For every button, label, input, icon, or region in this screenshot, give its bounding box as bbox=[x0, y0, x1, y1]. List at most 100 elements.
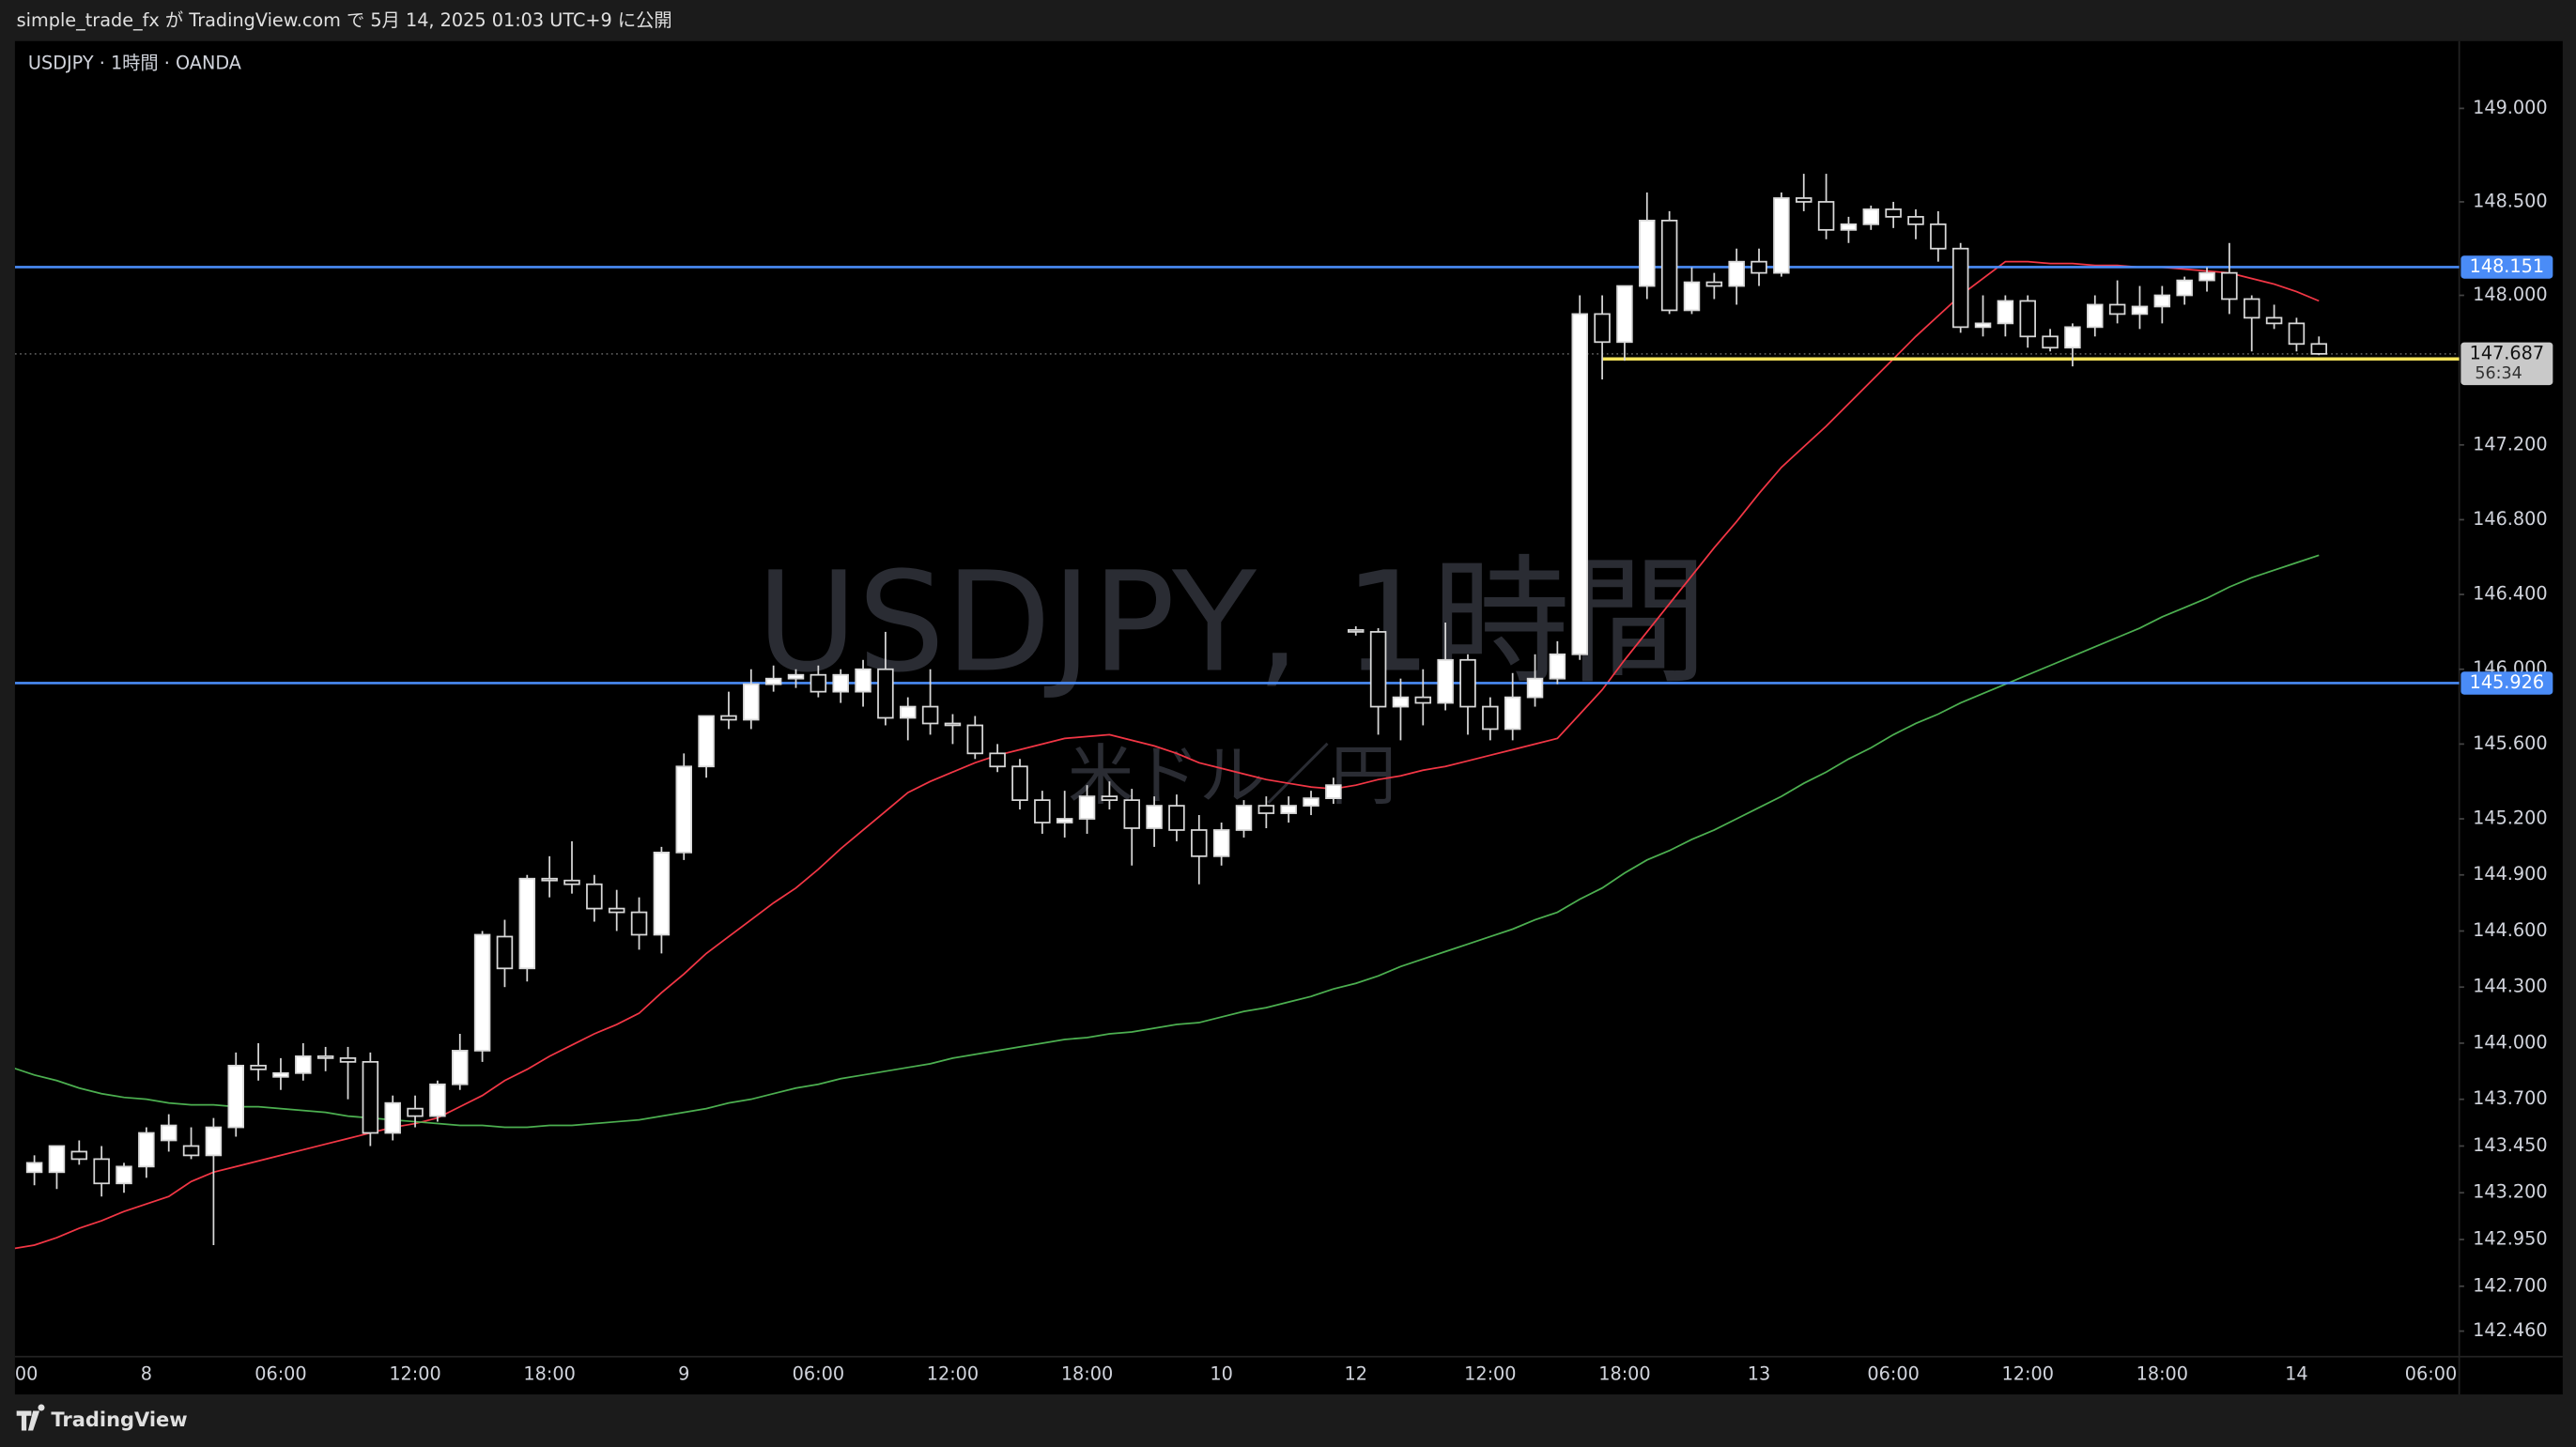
footer-logo bbox=[16, 1404, 45, 1431]
candle-body bbox=[2042, 335, 2059, 349]
candle-body bbox=[2019, 300, 2036, 338]
y-tick-label: 146.800 bbox=[2473, 508, 2548, 530]
candle-body bbox=[1482, 705, 1499, 731]
candle-body bbox=[1459, 658, 1476, 708]
x-tick-label: 8 bbox=[141, 1363, 152, 1385]
y-tick-label: 143.700 bbox=[2473, 1087, 2548, 1109]
last-price-badge bbox=[2460, 342, 2553, 386]
y-tick-label: 142.460 bbox=[2473, 1319, 2548, 1341]
x-tick-label: 06:00 bbox=[2405, 1363, 2457, 1385]
candle-body bbox=[832, 673, 849, 693]
candle-body bbox=[93, 1158, 110, 1185]
candle-body bbox=[227, 1064, 245, 1129]
plot-area bbox=[14, 174, 2460, 1250]
candle-body bbox=[1101, 795, 1118, 801]
candle-body bbox=[1639, 219, 1656, 287]
candle-body bbox=[272, 1071, 289, 1078]
candle-body bbox=[1414, 696, 1432, 704]
candle-body bbox=[2108, 303, 2126, 316]
candle-body bbox=[1056, 818, 1073, 824]
x-tick-label: 18:00 bbox=[1061, 1363, 1113, 1385]
x-tick-label: 18:00 bbox=[2136, 1363, 2188, 1385]
candle-body bbox=[1325, 784, 1342, 799]
candle-body bbox=[944, 722, 962, 727]
candle-body bbox=[1347, 629, 1365, 633]
candle-body bbox=[900, 705, 917, 719]
y-tick-label: 144.600 bbox=[2473, 919, 2548, 941]
x-tick-label: 9 bbox=[678, 1363, 689, 1385]
candle-body bbox=[1907, 216, 1924, 225]
candle-body bbox=[1751, 260, 1767, 274]
candle-body bbox=[1594, 313, 1611, 344]
candle-body bbox=[1571, 313, 1588, 655]
candle-body bbox=[921, 705, 939, 725]
candle-body bbox=[1257, 805, 1275, 814]
candle-body bbox=[1011, 765, 1028, 801]
candle-body bbox=[2310, 343, 2328, 355]
candle-body bbox=[316, 1055, 334, 1059]
candle-body bbox=[339, 1057, 357, 1063]
chart-panel bbox=[14, 40, 2563, 1395]
candle-body bbox=[116, 1165, 132, 1185]
candle-body bbox=[160, 1124, 177, 1142]
y-tick-label: 146.400 bbox=[2473, 583, 2548, 605]
candle-body bbox=[2243, 298, 2260, 319]
y-tick-label: 142.950 bbox=[2473, 1228, 2548, 1250]
candle-body bbox=[966, 724, 984, 755]
candle-body bbox=[764, 677, 782, 685]
x-tick-label: 12:00 bbox=[389, 1363, 440, 1385]
x-tick-label: 06:00 bbox=[1867, 1363, 1919, 1385]
countdown-label: 56:34 bbox=[2475, 364, 2522, 383]
candle-body bbox=[1840, 223, 1858, 231]
candle-body bbox=[1862, 208, 1880, 225]
x-tick-label: 00 bbox=[15, 1363, 38, 1385]
x-tick-label: 18:00 bbox=[1598, 1363, 1650, 1385]
candle-body bbox=[182, 1145, 200, 1157]
y-tick-label: 148.500 bbox=[2473, 190, 2548, 211]
candle-body bbox=[2064, 326, 2081, 349]
symbol-info: USDJPY · 1時間 · OANDA bbox=[28, 53, 241, 74]
candle-body bbox=[720, 715, 737, 721]
candle-body bbox=[675, 765, 692, 854]
candle-body bbox=[1616, 285, 1633, 344]
candle-body bbox=[1392, 696, 1410, 708]
candle-body bbox=[810, 673, 827, 693]
y-tick-label: 148.000 bbox=[2473, 284, 2548, 305]
candle-body bbox=[25, 1162, 43, 1174]
candle-body bbox=[1146, 805, 1163, 829]
candle-body bbox=[1817, 201, 1835, 231]
x-tick-label: 12 bbox=[1344, 1363, 1366, 1385]
footer-brand: TradingView bbox=[51, 1409, 187, 1431]
x-tick-label: 12:00 bbox=[1464, 1363, 1516, 1385]
candle-body bbox=[541, 877, 558, 882]
candle-body bbox=[518, 877, 536, 970]
candle-body bbox=[1773, 197, 1790, 274]
price-line-label: 145.926 bbox=[2470, 671, 2545, 693]
candle-body bbox=[1549, 653, 1566, 680]
publish-info: simple_trade_fx が TradingView.com で 5月 1… bbox=[17, 9, 672, 31]
candle-body bbox=[48, 1145, 66, 1174]
candle-body bbox=[205, 1126, 223, 1157]
candle-body bbox=[2265, 316, 2283, 325]
y-tick-label: 144.000 bbox=[2473, 1031, 2548, 1053]
candle-body bbox=[698, 715, 715, 768]
candle-body bbox=[1683, 281, 1701, 312]
candle-body bbox=[1168, 805, 1185, 831]
candle-body bbox=[1997, 300, 2014, 325]
candle-body bbox=[1078, 795, 1096, 820]
candle-body bbox=[2153, 294, 2171, 308]
candle-body bbox=[1280, 805, 1297, 814]
candle-body bbox=[138, 1131, 155, 1168]
candle-body bbox=[1885, 208, 1902, 218]
candle-body bbox=[2221, 271, 2238, 300]
candle-body bbox=[1437, 658, 1454, 704]
candle-body bbox=[1034, 799, 1051, 824]
y-tick-label: 147.200 bbox=[2473, 433, 2548, 454]
candle-body bbox=[1728, 260, 1745, 287]
price-line-badge bbox=[2460, 255, 2553, 279]
candle-body bbox=[1795, 197, 1812, 203]
candle-body bbox=[429, 1083, 446, 1117]
candle-body bbox=[989, 752, 1006, 768]
candle-body bbox=[1951, 247, 1969, 329]
